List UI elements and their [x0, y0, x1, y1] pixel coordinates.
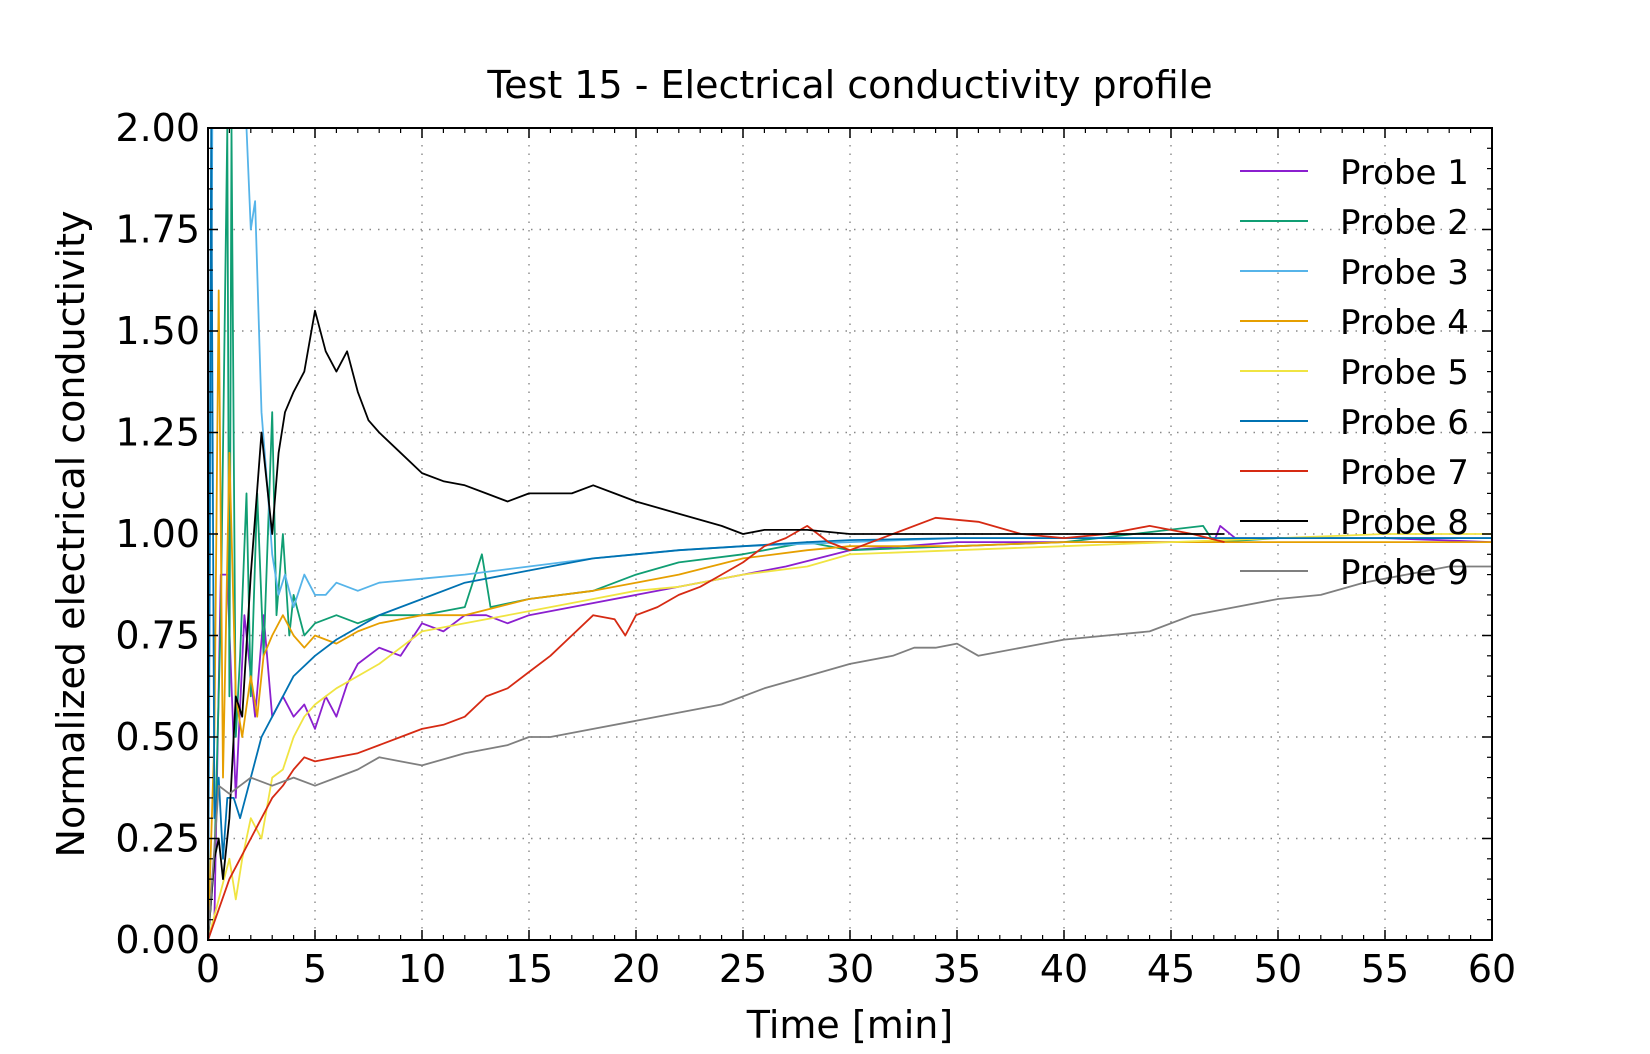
legend-label: Probe 6 — [1340, 403, 1469, 443]
x-tick-label: 50 — [1254, 947, 1302, 991]
legend-label: Probe 8 — [1340, 503, 1469, 543]
x-tick-label: 15 — [505, 947, 553, 991]
y-tick-label: 0.50 — [115, 715, 200, 759]
legend-label: Probe 1 — [1340, 153, 1469, 193]
x-tick-label: 10 — [398, 947, 446, 991]
y-tick-label: 1.75 — [115, 208, 200, 252]
x-tick-label: 25 — [719, 947, 767, 991]
legend-label: Probe 5 — [1340, 353, 1469, 393]
series-line-probe-8 — [208, 309, 1225, 940]
y-axis-label: Normalized electrical conductivity — [49, 211, 93, 858]
legend-label: Probe 3 — [1340, 253, 1469, 293]
y-tick-label: 1.00 — [115, 512, 200, 556]
x-tick-label: 45 — [1147, 947, 1195, 991]
x-axis-label: Time [min] — [746, 1003, 953, 1047]
y-tick-label: 1.25 — [115, 411, 200, 455]
legend-label: Probe 7 — [1340, 453, 1469, 493]
x-tick-label: 0 — [196, 947, 220, 991]
y-tick-label: 0.75 — [115, 614, 200, 658]
y-tick-label: 0.25 — [115, 817, 200, 861]
y-tick-label: 0.00 — [115, 918, 200, 962]
legend: Probe 1 Probe 2 Probe 3 Probe 4 Probe 5 Probe… — [1240, 153, 1469, 593]
y-tick-label: 2.00 — [115, 106, 200, 150]
x-tick-label: 30 — [826, 947, 874, 991]
axis-ticks: 0 5 10 15 20 25 30 35 40 45 50 55 60 0.00 0.25 0.50 0.75… — [115, 106, 1516, 991]
series-line-probe-6 — [208, 128, 1492, 940]
chart-title: Test 15 - Electrical conductivity profil… — [486, 63, 1212, 107]
series-line-probe-9 — [208, 565, 1492, 940]
x-tick-label: 35 — [933, 947, 981, 991]
x-tick-label: 55 — [1361, 947, 1409, 991]
series-line-probe-5 — [208, 533, 1492, 940]
x-tick-label: 20 — [612, 947, 660, 991]
legend-label: Probe 9 — [1340, 553, 1469, 593]
series-group — [208, 128, 1492, 940]
y-tick-label: 1.50 — [115, 309, 200, 353]
x-tick-label: 40 — [1040, 947, 1088, 991]
series-line-probe-4 — [208, 289, 1492, 940]
series-line-probe-7 — [208, 516, 1225, 940]
legend-label: Probe 2 — [1340, 203, 1469, 243]
legend-label: Probe 4 — [1340, 303, 1469, 343]
x-tick-label: 5 — [303, 947, 327, 991]
x-tick-label: 60 — [1468, 947, 1516, 991]
grid-lines — [208, 128, 1492, 940]
series-line-probe-2 — [208, 128, 1492, 940]
